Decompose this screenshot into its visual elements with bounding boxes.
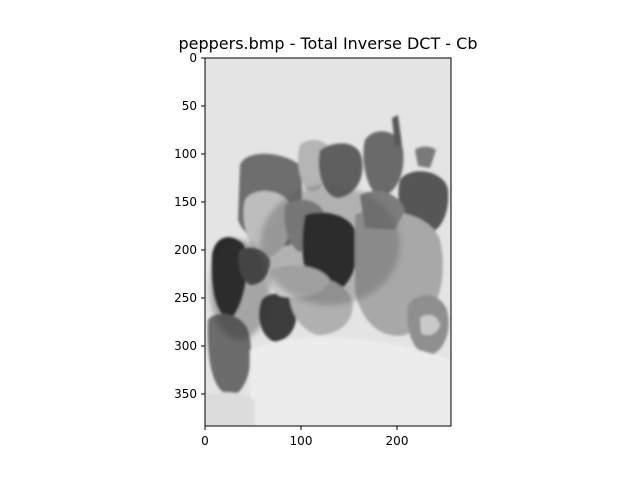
y-tick-label: 150 (174, 195, 197, 209)
x-tick-label: 200 (386, 434, 409, 448)
y-tick-label: 0 (189, 51, 197, 65)
x-tick-label: 0 (201, 434, 209, 448)
peppers-image (205, 58, 451, 426)
y-tick-label: 300 (174, 339, 197, 353)
y-tick-label: 100 (174, 147, 197, 161)
y-axis: 0 50 100 150 200 250 300 350 (174, 51, 205, 401)
x-axis: 0 100 200 (201, 426, 408, 448)
y-tick-label: 50 (182, 99, 197, 113)
y-tick-label: 250 (174, 291, 197, 305)
y-tick-label: 200 (174, 243, 197, 257)
figure-title: peppers.bmp - Total Inverse DCT - Cb (178, 34, 477, 53)
axes-frame (204, 57, 452, 427)
y-tick-label: 350 (174, 387, 197, 401)
x-tick-label: 100 (290, 434, 313, 448)
